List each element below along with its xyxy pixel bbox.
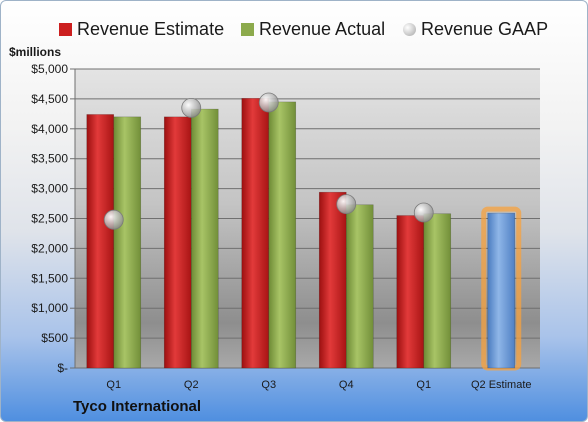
x-tick-label: Q1 xyxy=(106,379,121,391)
bar-q2-estimate xyxy=(487,212,516,369)
legend-label: Revenue GAAP xyxy=(421,18,549,39)
bar-revenue-estimate xyxy=(318,191,347,369)
legend-label: Revenue Actual xyxy=(259,18,386,39)
legend-item-revenue-actual: Revenue Actual xyxy=(241,15,385,43)
bar-revenue-estimate xyxy=(86,114,115,369)
gaap-markers xyxy=(103,92,434,230)
bar-revenue-estimate xyxy=(163,116,192,369)
y-tick-label: $500 xyxy=(41,331,68,345)
gridlines xyxy=(75,68,540,369)
unit-label: $millions xyxy=(9,45,62,59)
bar-revenue-estimate xyxy=(241,98,270,369)
y-tick-label: $5,000 xyxy=(31,62,68,76)
legend-swatch-green xyxy=(241,22,254,36)
gaap-marker xyxy=(103,209,124,230)
y-tick-label: $2,000 xyxy=(31,241,68,255)
gaap-marker xyxy=(336,194,357,215)
chart-legend: Revenue Estimate Revenue Actual Revenue … xyxy=(1,15,587,43)
y-tick-label: $4,000 xyxy=(31,122,68,136)
y-tick-label: $1,500 xyxy=(31,271,68,285)
y-tick-label: $3,500 xyxy=(31,152,68,166)
bar-revenue-actual xyxy=(345,204,374,369)
legend-label: Revenue Estimate xyxy=(77,18,225,39)
gaap-marker xyxy=(258,92,279,113)
bar-revenue-actual xyxy=(423,213,452,369)
legend-item-revenue-estimate: Revenue Estimate xyxy=(59,15,224,43)
x-tick-label: Q2 xyxy=(184,379,199,391)
x-tick-label: Q1 xyxy=(416,379,431,391)
legend-swatch-red xyxy=(59,22,72,36)
bar-revenue-actual xyxy=(113,116,142,369)
y-tick-label: $3,000 xyxy=(31,182,68,196)
y-tick-label: $2,500 xyxy=(31,212,68,226)
bars xyxy=(86,98,522,371)
y-tick-label: $4,500 xyxy=(31,92,68,106)
bar-revenue-actual xyxy=(190,108,219,369)
bar-revenue-actual xyxy=(268,101,297,369)
x-tick-label: Q3 xyxy=(261,379,276,391)
gaap-marker xyxy=(413,202,434,223)
x-tick-label: Q4 xyxy=(339,379,354,391)
axes: $- $500 $1,000 $1,500 $2,000 $2,500 $3,000 $3,5… xyxy=(31,62,531,391)
bar-revenue-estimate xyxy=(396,215,425,369)
x-tick-label: Q2 Estimate xyxy=(471,379,532,391)
gaap-marker xyxy=(181,97,202,118)
legend-item-revenue-gaap: Revenue GAAP xyxy=(403,15,548,43)
legend-swatch-gray-dot xyxy=(403,22,416,36)
y-tick-label: $1,000 xyxy=(31,301,68,315)
y-tick-label: $- xyxy=(57,361,68,375)
company-name: Tyco International xyxy=(73,398,202,415)
